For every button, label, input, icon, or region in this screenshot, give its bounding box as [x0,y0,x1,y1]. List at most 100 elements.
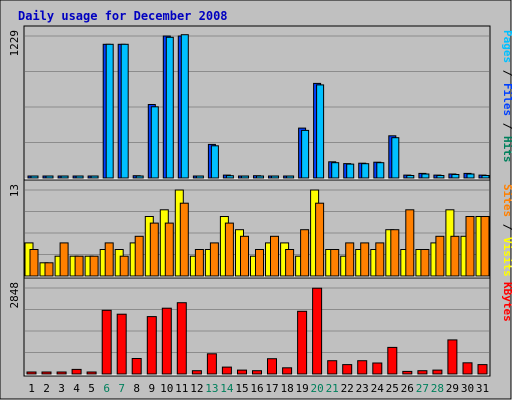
bar-sites-day-13 [209,242,219,277]
bar-sites-day-12 [194,249,204,277]
bar-sites-day-19 [300,229,310,277]
bar-sites-day-10 [164,222,174,277]
max-label: 1229 [8,30,21,57]
bar-pages-day-5 [90,175,99,179]
bar-kbytes-day-17 [267,358,277,375]
legend-part: / [501,116,512,136]
day-label-12: 12 [190,382,203,395]
bar-kbytes-day-12 [191,370,202,375]
day-label-11: 11 [175,382,188,395]
bar-kbytes-day-11 [176,302,187,375]
bar-pages-day-4 [75,175,84,179]
bar-sites-day-21 [330,249,340,277]
day-label-14: 14 [220,382,234,395]
day-label-9: 9 [148,382,155,395]
bar-pages-day-23 [361,163,370,179]
bar-sites-day-30 [465,216,475,277]
bar-pages-day-18 [286,175,295,179]
day-label-10: 10 [160,382,173,395]
bar-sites-day-17 [270,235,279,277]
bar-pages-day-8 [135,175,144,179]
bar-kbytes-day-1 [26,371,37,375]
bar-kbytes-day-20 [312,287,323,375]
legend-part: Sites [501,184,512,217]
bar-kbytes-day-28 [432,369,443,375]
day-label-24: 24 [371,382,385,395]
day-label-19: 19 [295,382,308,395]
max-label: 2848 [8,282,21,309]
legend-part: / [501,63,512,83]
bar-kbytes-day-16 [252,370,262,375]
bar-sites-day-26 [405,209,415,277]
bar-pages-day-9 [150,106,159,179]
bar-kbytes-day-29 [447,339,458,375]
bar-pages-day-2 [45,175,54,179]
panel-hits: 1229 Pages / Files / Hits [8,25,512,181]
bar-sites-day-11 [179,202,189,277]
bar-sites-day-4 [74,255,84,277]
bar-sites-day-15 [240,235,249,277]
bar-kbytes-day-19 [297,310,308,375]
panel-kbytes: 2848 KBytes [8,277,512,377]
bar-kbytes-day-4 [71,368,82,375]
bar-kbytes-day-5 [86,371,97,375]
bar-sites-day-7 [119,255,129,277]
bar-pages-day-28 [436,175,445,179]
bar-sites-day-16 [255,249,264,277]
bar-pages-day-3 [60,175,69,179]
bar-pages-day-24 [376,162,385,179]
bar-kbytes-day-31 [477,364,488,375]
day-label-15: 15 [235,382,248,395]
bar-kbytes-day-13 [206,353,217,375]
bar-pages-day-7 [120,43,129,179]
bar-pages-day-10 [165,36,174,179]
bar-pages-day-1 [30,175,39,179]
bar-sites-day-14 [224,222,234,277]
day-label-18: 18 [280,382,293,395]
series-legend-label: KBytes [501,282,512,322]
legend-part: KBytes [501,282,512,322]
bar-kbytes-day-25 [387,346,398,375]
day-label-27: 27 [416,382,429,395]
day-label-23: 23 [356,382,369,395]
bar-pages-day-26 [406,175,415,179]
bar-pages-day-15 [241,175,249,179]
bar-kbytes-day-7 [116,313,127,375]
day-label-17: 17 [265,382,278,395]
day-label-5: 5 [88,382,95,395]
bar-sites-day-18 [285,249,295,277]
bar-sites-day-1 [29,249,39,277]
bar-kbytes-day-9 [146,316,157,375]
day-label-31: 31 [476,382,489,395]
day-label-1: 1 [28,382,35,395]
bar-sites-day-2 [44,262,54,277]
bar-pages-day-6 [105,43,114,179]
bar-pages-day-25 [391,137,400,179]
day-label-16: 16 [250,382,263,395]
bar-pages-day-30 [466,173,475,179]
bar-kbytes-day-26 [402,370,413,375]
bar-sites-day-22 [345,242,355,277]
bar-pages-day-29 [451,174,460,179]
bar-pages-day-27 [421,173,430,179]
bar-kbytes-day-30 [462,362,473,375]
bar-pages-day-16 [256,175,264,179]
bar-sites-day-27 [420,249,430,277]
max-label: 13 [8,184,21,197]
bar-kbytes-day-22 [342,364,353,375]
day-label-20: 20 [310,382,323,395]
bar-pages-day-20 [316,84,325,179]
legend-part: Hits [501,136,512,163]
bar-kbytes-day-10 [161,307,172,375]
legend-part: Pages [501,30,512,63]
bar-pages-day-12 [195,175,204,179]
bar-kbytes-day-18 [282,367,293,375]
day-label-29: 29 [446,382,459,395]
day-label-2: 2 [43,382,50,395]
panel-frame [23,277,491,377]
bar-kbytes-day-15 [237,369,247,375]
bar-kbytes-day-3 [56,371,67,375]
bar-sites-day-8 [134,235,144,277]
bar-kbytes-day-21 [327,360,338,375]
